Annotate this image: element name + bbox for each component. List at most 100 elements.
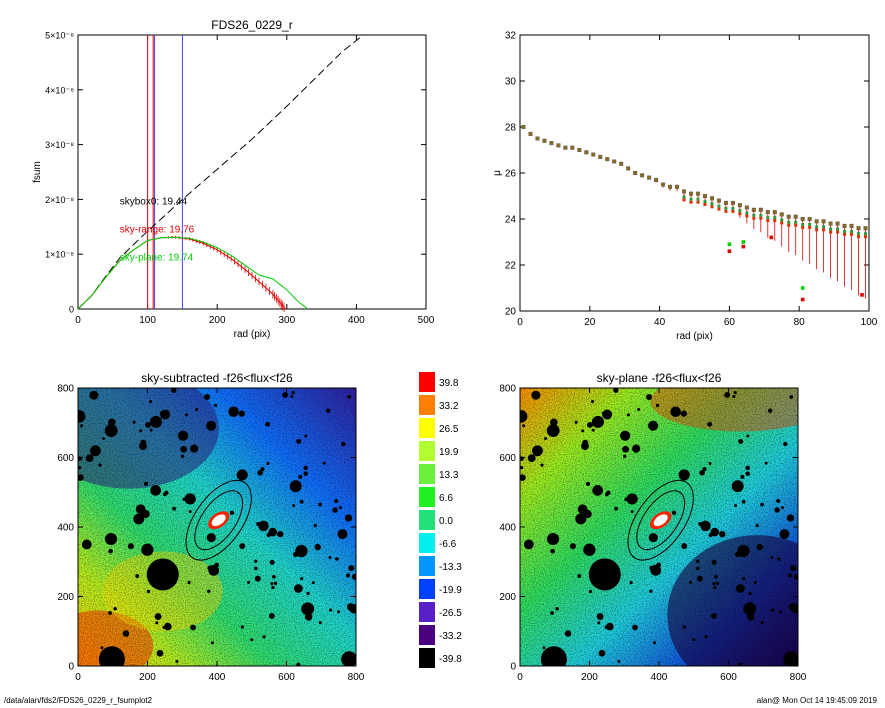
masked-source (150, 484, 162, 496)
masked-source (708, 462, 712, 466)
masked-source (282, 392, 289, 398)
masked-source (322, 461, 326, 465)
colorbar-label: 0.0 (439, 516, 453, 527)
masked-source (175, 659, 179, 663)
sky-plane-point (801, 223, 805, 226)
masked-source (531, 390, 541, 400)
masked-source (588, 589, 593, 594)
x-tick-label: 0 (517, 672, 523, 683)
masked-source (329, 608, 333, 612)
colorbar-swatch (419, 648, 435, 668)
masked-source (592, 484, 604, 496)
outlier-point (800, 297, 805, 302)
colorbar-label: 13.3 (439, 470, 459, 481)
masked-source (303, 471, 308, 476)
masked-source (78, 410, 86, 423)
sky-range-point (759, 216, 763, 220)
masked-source (108, 418, 116, 427)
masked-source (296, 438, 302, 444)
galaxy-core (211, 514, 226, 527)
profile-point (619, 161, 624, 166)
profile-point (542, 138, 547, 143)
masked-source (146, 589, 151, 594)
masked-source (247, 580, 251, 584)
sky-range-point (794, 223, 798, 227)
masked-source (293, 584, 303, 593)
masked-source (671, 510, 677, 515)
masked-source (696, 566, 700, 571)
y-tick-label: 4×10⁻⁸ (45, 85, 74, 95)
masked-source (303, 465, 308, 471)
sky-range-point (689, 200, 693, 204)
masked-source (266, 532, 271, 538)
profile-point (772, 210, 777, 215)
masked-source (771, 608, 775, 612)
masked-source (336, 610, 341, 614)
masked-source (195, 407, 199, 411)
masked-source (710, 613, 717, 619)
masked-source (601, 411, 606, 416)
masked-source (682, 625, 687, 629)
masked-source (550, 548, 555, 554)
series-line-0 (77, 34, 364, 310)
sky-range-point (815, 228, 819, 232)
masked-source (692, 638, 696, 642)
masked-source (351, 573, 356, 580)
profile-point (654, 177, 659, 182)
masked-star (98, 646, 125, 666)
masked-source (78, 474, 84, 481)
masked-source (80, 424, 84, 428)
colorbar-swatch (419, 533, 435, 553)
masked-source (206, 533, 216, 543)
masked-source (301, 602, 315, 616)
masked-source (779, 529, 790, 540)
masked-source (756, 543, 763, 551)
masked-source (345, 573, 351, 578)
y-tick-label: 22 (505, 261, 517, 272)
masked-source (555, 607, 559, 611)
x-tick-label: 200 (139, 672, 156, 683)
masked-source (777, 557, 781, 561)
masked-source (292, 504, 296, 508)
chart-title: FDS26_0229_r (211, 18, 292, 32)
masked-source (154, 613, 162, 621)
masked-source (207, 565, 212, 571)
masked-source (737, 544, 750, 558)
masked-source (532, 445, 543, 457)
sky-range-point (710, 205, 714, 209)
colorbar-label: 39.8 (439, 378, 459, 389)
masked-source (520, 474, 526, 481)
masked-source (272, 574, 276, 579)
y-tick-label: 800 (57, 384, 74, 395)
y-tick-label: 1×10⁻⁸ (45, 250, 74, 260)
sky-range-point (682, 198, 686, 202)
masked-star (149, 415, 162, 428)
masked-source (745, 471, 750, 476)
masked-source (85, 454, 94, 463)
sky-plane-point (864, 232, 868, 236)
sky-range-point (780, 221, 784, 225)
masked-source (591, 428, 595, 432)
sky-range-point (801, 226, 805, 229)
masked-source (527, 454, 536, 463)
profile-point (640, 173, 645, 178)
masked-source (311, 581, 315, 585)
colorbar-swatch (419, 625, 435, 645)
masked-source (289, 480, 302, 493)
profile-point (535, 136, 540, 141)
masked-source (550, 418, 558, 427)
sky-range-point (703, 203, 707, 206)
sky-range-point (857, 235, 861, 239)
masked-source (696, 575, 703, 582)
sky-plane-point (773, 216, 777, 220)
masked-source (190, 624, 196, 631)
masked-source (239, 543, 246, 549)
masked-source (583, 509, 592, 519)
masked-source (266, 462, 270, 466)
colorbar-label: -33.2 (439, 631, 462, 642)
profile-point (556, 143, 561, 148)
masked-source (680, 410, 687, 417)
profile-point (689, 191, 694, 196)
x-tick-label: 500 (418, 315, 435, 326)
masked-source (564, 630, 572, 637)
